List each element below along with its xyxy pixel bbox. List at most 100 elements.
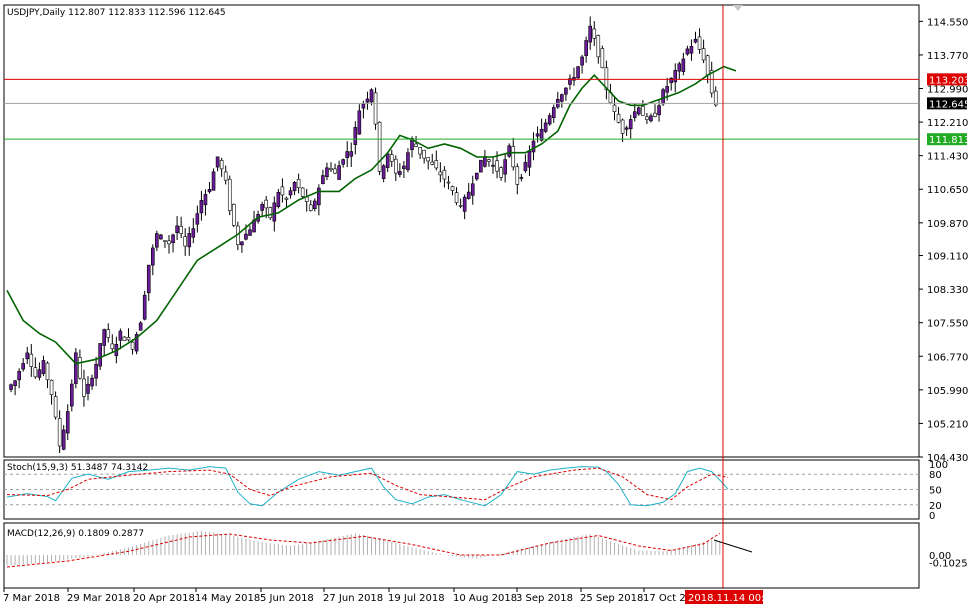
candle-body xyxy=(418,146,422,155)
candle-body xyxy=(86,383,90,394)
x-axis: 7 Mar 2018 29 Mar 2018 20 Apr 2018 14 May 2… xyxy=(3,588,777,604)
candle-body xyxy=(499,167,503,178)
candle xyxy=(560,93,564,108)
candle-body xyxy=(474,172,479,180)
candle-body xyxy=(82,378,86,397)
y-tick-label: 107.550 xyxy=(927,319,968,330)
candle xyxy=(223,165,228,185)
candle-body xyxy=(406,152,410,171)
candle-body xyxy=(325,167,329,178)
candle xyxy=(580,54,584,74)
candle-body xyxy=(385,153,390,168)
macd-tick-label: -0.1025 xyxy=(929,559,968,570)
candle-body xyxy=(349,151,354,157)
candle-body xyxy=(369,89,374,103)
stoch-tick-label: 80 xyxy=(929,470,942,481)
candle-body xyxy=(41,360,46,374)
candle-body xyxy=(248,229,252,236)
price-level-label: 113.203 xyxy=(929,75,969,86)
candle xyxy=(645,113,649,124)
candle xyxy=(466,183,471,200)
macd-tick-label: 0.00 xyxy=(929,551,951,562)
candle xyxy=(701,39,706,64)
stoch-tick-label: 100 xyxy=(929,460,948,471)
candle-body xyxy=(426,157,431,162)
candle xyxy=(49,379,54,405)
candle xyxy=(321,169,325,185)
candle-body xyxy=(45,362,50,381)
candle-body xyxy=(430,161,435,165)
candle xyxy=(418,146,422,159)
candle-body xyxy=(450,186,455,191)
candle-body xyxy=(232,204,236,226)
x-tick-label: 5 Jun 2018 xyxy=(260,593,314,604)
candle xyxy=(37,362,42,381)
candle-body xyxy=(470,183,475,196)
candle xyxy=(17,368,21,389)
y-tick-label: 104.430 xyxy=(927,453,968,464)
candle-body xyxy=(636,107,641,115)
candle xyxy=(681,52,686,76)
price-level-tag xyxy=(927,97,967,110)
candle xyxy=(596,34,601,64)
candle xyxy=(308,200,313,212)
candle-body xyxy=(13,380,17,387)
candle-body xyxy=(543,122,548,132)
candle-body xyxy=(438,171,443,176)
main-panel xyxy=(3,4,920,458)
y-tick-label: 105.210 xyxy=(927,419,968,430)
candle-body xyxy=(434,160,439,169)
main-title: USDJPY,Daily 112.807 112.833 112.596 112… xyxy=(7,8,226,18)
candle-body xyxy=(244,233,248,240)
candle-body xyxy=(381,165,386,179)
candle xyxy=(641,100,645,116)
candle-body xyxy=(268,207,273,219)
candle xyxy=(151,244,155,276)
y-tick-label: 112.990 xyxy=(927,85,968,96)
candle xyxy=(531,132,536,161)
candle-body xyxy=(25,352,30,360)
candle-body xyxy=(90,377,94,387)
candle xyxy=(300,187,305,198)
candle-body xyxy=(645,116,649,120)
candle-body xyxy=(673,69,678,83)
candle-body xyxy=(65,411,70,434)
candle xyxy=(195,205,200,233)
candle xyxy=(106,323,111,343)
candle xyxy=(523,154,528,173)
candle-body xyxy=(345,151,350,158)
candle xyxy=(284,196,289,208)
y-tick-label: 110.650 xyxy=(927,185,968,196)
candle-body xyxy=(410,138,414,150)
candle-body xyxy=(511,146,516,168)
candle xyxy=(393,155,398,182)
candle xyxy=(612,96,617,121)
price-level-tag xyxy=(927,73,967,86)
x-tick-label: 7 Mar 2018 xyxy=(3,593,60,604)
candle-body xyxy=(183,236,187,247)
shift-marker-icon[interactable] xyxy=(733,5,743,11)
candle-body xyxy=(130,341,135,350)
candle xyxy=(539,118,544,142)
candle xyxy=(70,379,74,412)
candle-body xyxy=(612,104,617,112)
y-tick-label: 109.870 xyxy=(927,219,968,230)
candle xyxy=(628,114,633,139)
candle-body xyxy=(592,28,597,39)
candle xyxy=(442,166,447,188)
macd-title: MACD(12,26,9) 0.1809 0.2877 xyxy=(7,529,144,539)
cursor-date-label: 2018.11.14 00:00 xyxy=(688,593,777,604)
candle xyxy=(584,36,588,63)
price-level-label: 112.645 xyxy=(929,99,969,110)
candle xyxy=(199,190,204,221)
candle-body xyxy=(576,66,580,79)
candle xyxy=(406,148,410,173)
candle xyxy=(373,87,378,130)
candle xyxy=(572,67,576,86)
candle-body xyxy=(53,396,58,418)
candle xyxy=(402,161,406,178)
candle-body xyxy=(454,192,459,203)
candle xyxy=(568,74,572,90)
candle-body xyxy=(49,379,54,395)
candle-body xyxy=(523,162,528,171)
